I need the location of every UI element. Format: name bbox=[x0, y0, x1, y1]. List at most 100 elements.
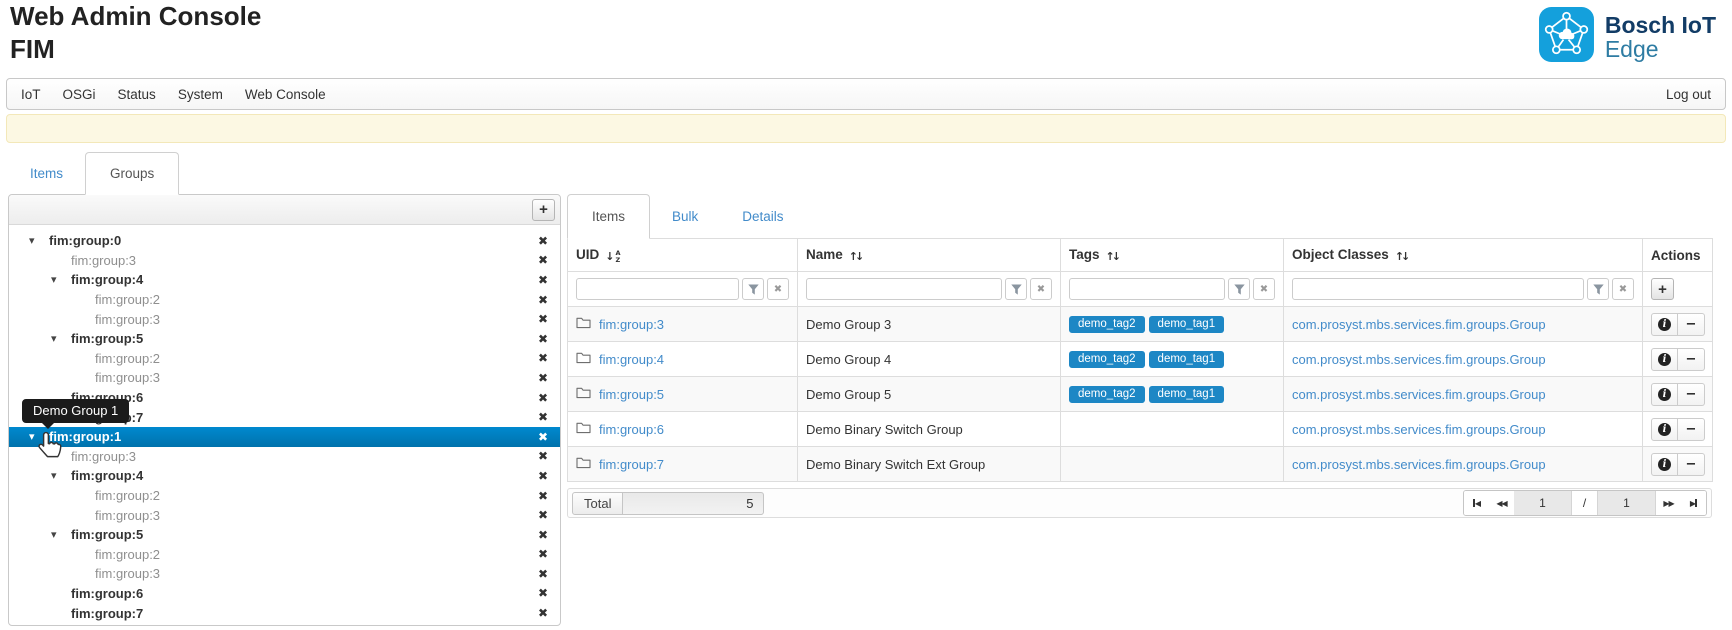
column-header-actions[interactable]: Actions bbox=[1642, 237, 1713, 273]
delete-group-icon[interactable]: ✖ bbox=[537, 312, 548, 327]
remove-button[interactable]: − bbox=[1678, 417, 1705, 441]
uid-link[interactable]: fim:group:5 bbox=[599, 386, 665, 402]
delete-group-icon[interactable]: ✖ bbox=[537, 586, 548, 601]
tree-item-fim-group-3[interactable]: ▾fim:group:3✖ bbox=[9, 447, 560, 467]
delete-group-icon[interactable]: ✖ bbox=[537, 527, 548, 542]
caret-down-icon[interactable]: ▾ bbox=[51, 469, 57, 483]
tree-item-fim-group-1[interactable]: ▾ fim:group:1 ✖ bbox=[9, 426, 560, 447]
column-header-name[interactable]: Name ↑↓ bbox=[797, 237, 1061, 273]
filter-clear-button[interactable]: ✖ bbox=[1030, 278, 1052, 301]
delete-group-icon[interactable]: ✖ bbox=[537, 351, 548, 366]
add-group-button[interactable]: + bbox=[532, 198, 555, 221]
object-class-link[interactable]: com.prosyst.mbs.services.fim.groups.Grou… bbox=[1292, 351, 1546, 367]
info-button[interactable]: i bbox=[1651, 417, 1678, 441]
tree-item-fim-group-5[interactable]: ▾ fim:group:5 ✖ bbox=[9, 329, 560, 349]
delete-group-icon[interactable]: ✖ bbox=[537, 488, 548, 503]
caret-down-icon[interactable]: ▾ bbox=[29, 430, 35, 444]
delete-group-icon[interactable]: ✖ bbox=[537, 547, 548, 562]
filter-apply-button[interactable] bbox=[1587, 278, 1609, 301]
uid-link[interactable]: fim:group:6 bbox=[599, 421, 665, 437]
column-header-tags[interactable]: Tags ↑↓ bbox=[1060, 237, 1284, 273]
filter-input-name[interactable] bbox=[806, 278, 1002, 301]
tree-item-fim-group-5[interactable]: ▾ fim:group:5 ✖ bbox=[9, 525, 560, 545]
detail-tab-bulk[interactable]: Bulk bbox=[672, 208, 699, 224]
delete-group-icon[interactable]: ✖ bbox=[537, 606, 548, 621]
tree-item-fim-group-3[interactable]: ▾fim:group:3✖ bbox=[9, 251, 560, 271]
delete-group-icon[interactable]: ✖ bbox=[537, 429, 548, 444]
object-class-link[interactable]: com.prosyst.mbs.services.fim.groups.Grou… bbox=[1292, 421, 1546, 437]
filter-input-object-classes[interactable] bbox=[1292, 278, 1584, 301]
tab-groups[interactable]: Groups bbox=[85, 152, 180, 195]
tree-item-fim-group-4[interactable]: ▾ fim:group:4 ✖ bbox=[9, 270, 560, 290]
tree-item-fim-group-2[interactable]: ▾fim:group:2✖ bbox=[9, 545, 560, 565]
tree-item-fim-group-2[interactable]: ▾fim:group:2✖ bbox=[9, 349, 560, 369]
column-header-uid[interactable]: UID ↓ A Z bbox=[567, 237, 798, 273]
delete-group-icon[interactable]: ✖ bbox=[537, 233, 548, 248]
tree-item-fim-group-7[interactable]: ▾fim:group:7✖ bbox=[9, 603, 560, 623]
tree-item-fim-group-3[interactable]: ▾fim:group:3✖ bbox=[9, 368, 560, 388]
filter-input-tags[interactable] bbox=[1069, 278, 1225, 301]
info-button[interactable]: i bbox=[1651, 347, 1678, 371]
tab-items[interactable]: Items bbox=[30, 165, 64, 181]
tree-item-fim-group-0[interactable]: ▾ fim:group:0 ✖ bbox=[9, 231, 560, 251]
info-button[interactable]: i bbox=[1651, 452, 1678, 476]
next-page-button[interactable]: ▶▶ bbox=[1656, 491, 1681, 516]
delete-group-icon[interactable]: ✖ bbox=[537, 272, 548, 287]
tree-item-fim-group-2[interactable]: ▾fim:group:2✖ bbox=[9, 486, 560, 506]
filter-cell-name: ✖ bbox=[797, 271, 1061, 308]
tree-item-fim-group-2[interactable]: ▾fim:group:2✖ bbox=[9, 290, 560, 310]
delete-group-icon[interactable]: ✖ bbox=[537, 468, 548, 483]
last-page-button[interactable]: ▶ bbox=[1681, 491, 1706, 516]
delete-group-icon[interactable]: ✖ bbox=[537, 410, 548, 425]
caret-down-icon[interactable]: ▾ bbox=[29, 234, 35, 248]
caret-down-icon[interactable]: ▾ bbox=[51, 332, 57, 346]
filter-apply-button[interactable] bbox=[742, 278, 764, 301]
logout-link[interactable]: Log out bbox=[1665, 86, 1711, 102]
nav-link-osgi[interactable]: OSGi bbox=[62, 86, 96, 102]
first-page-button[interactable]: ◀ bbox=[1464, 491, 1489, 516]
delete-group-icon[interactable]: ✖ bbox=[537, 331, 548, 346]
object-class-link[interactable]: com.prosyst.mbs.services.fim.groups.Grou… bbox=[1292, 386, 1546, 402]
filter-apply-button[interactable] bbox=[1005, 278, 1027, 301]
tree-item-fim-group-3[interactable]: ▾fim:group:3✖ bbox=[9, 309, 560, 329]
tree-item-fim-group-6[interactable]: ▾fim:group:6✖ bbox=[9, 584, 560, 604]
delete-group-icon[interactable]: ✖ bbox=[537, 449, 548, 464]
current-page-box[interactable]: 1 bbox=[1514, 491, 1572, 516]
filter-clear-button[interactable]: ✖ bbox=[767, 278, 789, 301]
delete-group-icon[interactable]: ✖ bbox=[537, 566, 548, 581]
nav-link-iot[interactable]: IoT bbox=[21, 86, 41, 102]
object-class-link[interactable]: com.prosyst.mbs.services.fim.groups.Grou… bbox=[1292, 456, 1546, 472]
filter-input-uid[interactable] bbox=[576, 278, 739, 301]
nav-link-status[interactable]: Status bbox=[117, 86, 156, 102]
prev-page-button[interactable]: ◀◀ bbox=[1489, 491, 1514, 516]
uid-link[interactable]: fim:group:3 bbox=[599, 316, 665, 332]
uid-link[interactable]: fim:group:4 bbox=[599, 351, 665, 367]
filter-apply-button[interactable] bbox=[1228, 278, 1250, 301]
info-button[interactable]: i bbox=[1651, 382, 1678, 406]
remove-button[interactable]: − bbox=[1678, 347, 1705, 371]
delete-group-icon[interactable]: ✖ bbox=[537, 292, 548, 307]
uid-link[interactable]: fim:group:7 bbox=[599, 456, 665, 472]
caret-down-icon[interactable]: ▾ bbox=[51, 528, 57, 542]
delete-group-icon[interactable]: ✖ bbox=[537, 370, 548, 385]
tree-item-fim-group-3[interactable]: ▾fim:group:3✖ bbox=[9, 564, 560, 584]
info-button[interactable]: i bbox=[1651, 312, 1678, 336]
filter-clear-button[interactable]: ✖ bbox=[1253, 278, 1275, 301]
tree-item-fim-group-4[interactable]: ▾ fim:group:4 ✖ bbox=[9, 466, 560, 486]
detail-tab-details[interactable]: Details bbox=[742, 208, 784, 224]
add-item-button[interactable]: + bbox=[1651, 278, 1674, 301]
remove-button[interactable]: − bbox=[1678, 452, 1705, 476]
nav-link-web-console[interactable]: Web Console bbox=[244, 86, 326, 102]
delete-group-icon[interactable]: ✖ bbox=[537, 253, 548, 268]
nav-link-system[interactable]: System bbox=[177, 86, 223, 102]
delete-group-icon[interactable]: ✖ bbox=[537, 390, 548, 405]
delete-group-icon[interactable]: ✖ bbox=[537, 508, 548, 523]
detail-tab-items[interactable]: Items bbox=[567, 194, 651, 239]
object-class-link[interactable]: com.prosyst.mbs.services.fim.groups.Grou… bbox=[1292, 316, 1546, 332]
caret-down-icon[interactable]: ▾ bbox=[51, 273, 57, 287]
column-header-object-classes[interactable]: Object Classes ↑↓ bbox=[1283, 237, 1643, 273]
remove-button[interactable]: − bbox=[1678, 312, 1705, 336]
filter-clear-button[interactable]: ✖ bbox=[1612, 278, 1634, 301]
remove-button[interactable]: − bbox=[1678, 382, 1705, 406]
tree-item-fim-group-3[interactable]: ▾fim:group:3✖ bbox=[9, 505, 560, 525]
